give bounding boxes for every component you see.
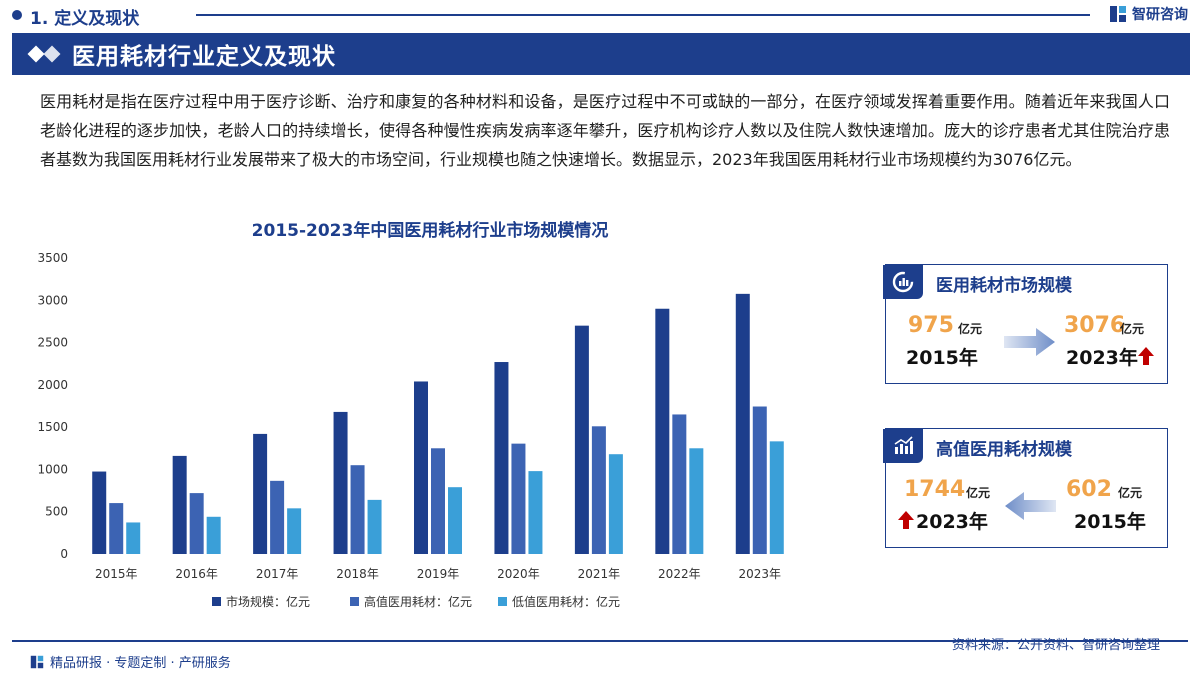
- y-tick-label: 0: [60, 547, 68, 561]
- bar: [172, 455, 187, 554]
- bar: [528, 471, 543, 554]
- x-tick-label: 2016年: [175, 567, 218, 581]
- bar: [752, 406, 767, 554]
- up-arrow-icon: [898, 511, 914, 529]
- y-tick-label: 2500: [37, 336, 68, 350]
- bar: [655, 308, 670, 554]
- y-tick-label: 2000: [37, 378, 68, 392]
- bar: [769, 441, 784, 554]
- y-tick-label: 1000: [37, 462, 68, 476]
- legend-label: 市场规模：亿元: [226, 594, 310, 609]
- bar: [287, 508, 302, 554]
- bar: [448, 487, 462, 554]
- bar: [689, 448, 704, 554]
- bar: [126, 522, 141, 554]
- card-badge: [883, 429, 923, 463]
- brand-logo-icon: [1110, 6, 1126, 22]
- page-title: 医用耗材行业定义及现状: [72, 44, 336, 70]
- up-arrow-icon: [1138, 347, 1154, 365]
- bar: [270, 480, 285, 554]
- footer-tagline-text: 精品研报 · 专题定制 · 产研服务: [50, 656, 231, 671]
- x-tick-label: 2022年: [658, 567, 701, 581]
- bar: [189, 493, 204, 554]
- year-2015: 2015年: [1074, 511, 1146, 533]
- value-2023: 3076: [1064, 313, 1126, 338]
- bar: [109, 503, 124, 554]
- bar: [608, 454, 623, 554]
- bar: [253, 433, 268, 554]
- arrow-right-icon: [1004, 328, 1055, 356]
- bar: [367, 499, 382, 554]
- diamond-icon: [27, 45, 45, 63]
- bar: [574, 325, 589, 554]
- bar: [92, 471, 107, 554]
- x-tick-label: 2015年: [95, 567, 138, 581]
- y-tick-label: 3000: [37, 293, 68, 307]
- brand-logo-icon: [30, 655, 44, 668]
- year-2023: 2023年: [1066, 347, 1138, 369]
- top-bar: 1. 定义及现状 智研咨询: [0, 0, 1200, 30]
- card-header: 高值医用耗材规模: [883, 429, 1167, 463]
- title-banner: 医用耗材行业定义及现状: [12, 33, 1190, 75]
- x-tick-label: 2023年: [739, 567, 782, 581]
- footer-divider: [12, 640, 1188, 642]
- x-tick-label: 2017年: [256, 567, 299, 581]
- unit-label: 亿元: [1118, 486, 1143, 500]
- brand: 智研咨询: [1109, 4, 1188, 24]
- source-note: 资料来源：公开资料、智研咨询整理: [951, 638, 1160, 653]
- market-size-card: 医用耗材市场规模 975 亿元 2015年 3076 亿元 2023年: [883, 264, 1168, 384]
- legend-label: 低值医用耗材：亿元: [512, 594, 620, 609]
- bar: [511, 443, 526, 554]
- refresh-chart-icon: [892, 271, 914, 293]
- legend-swatch: [498, 597, 507, 606]
- x-tick-label: 2018年: [336, 567, 379, 581]
- year-2015: 2015年: [906, 347, 978, 369]
- section-title: 1. 定义及现状: [30, 9, 140, 29]
- card-badge: [883, 265, 923, 299]
- section-dot-icon: [12, 10, 22, 20]
- bar: [414, 381, 428, 554]
- legend-swatch: [350, 597, 359, 606]
- market-size-chart: 0 500 1000 1500 2000 2500 3000 3500 2015年 2016年 20…: [37, 251, 784, 609]
- top-divider: [196, 14, 1090, 16]
- chart-title: 2015-2023年中国医用耗材行业市场规模情况: [251, 221, 609, 241]
- bar: [494, 362, 509, 554]
- intro-paragraph: 医用耗材是指在医疗过程中用于医疗诊断、治疗和康复的各种材料和设备，是医疗过程中不…: [40, 92, 1170, 169]
- diamond-icon: [43, 45, 61, 63]
- value-2023: 1744: [904, 477, 966, 502]
- value-2015: 975: [908, 313, 954, 338]
- bar: [591, 426, 606, 554]
- legend-label: 高值医用耗材：亿元: [364, 594, 472, 609]
- y-tick-label: 1500: [37, 420, 68, 434]
- bar: [672, 414, 687, 554]
- bar: [431, 448, 445, 554]
- brand-name: 智研咨询: [1132, 7, 1188, 23]
- bar: [206, 516, 221, 554]
- bar-chart-icon: [894, 436, 913, 454]
- card-title: 高值医用耗材规模: [936, 440, 1072, 460]
- legend-swatch: [212, 597, 221, 606]
- y-tick-label: 500: [45, 505, 68, 519]
- x-tick-label: 2020年: [497, 567, 540, 581]
- bar: [350, 465, 365, 554]
- arrow-left-icon: [1005, 492, 1056, 520]
- year-2023: 2023年: [916, 511, 988, 533]
- bar: [735, 293, 750, 554]
- unit-label: 亿元: [966, 486, 991, 500]
- unit-label: 亿元: [1120, 322, 1145, 336]
- unit-label: 亿元: [958, 322, 983, 336]
- x-tick-label: 2021年: [578, 567, 621, 581]
- footer-tagline: 精品研报 · 专题定制 · 产研服务: [30, 652, 231, 671]
- y-tick-label: 3500: [37, 251, 68, 265]
- x-tick-label: 2019年: [417, 567, 460, 581]
- bar: [333, 411, 348, 554]
- card-title: 医用耗材市场规模: [936, 276, 1072, 296]
- card-header: 医用耗材市场规模: [883, 265, 1167, 299]
- value-2015: 602: [1066, 477, 1112, 502]
- high-value-card: 高值医用耗材规模 1744 亿元 2023年 602 亿元 2015年: [883, 428, 1168, 548]
